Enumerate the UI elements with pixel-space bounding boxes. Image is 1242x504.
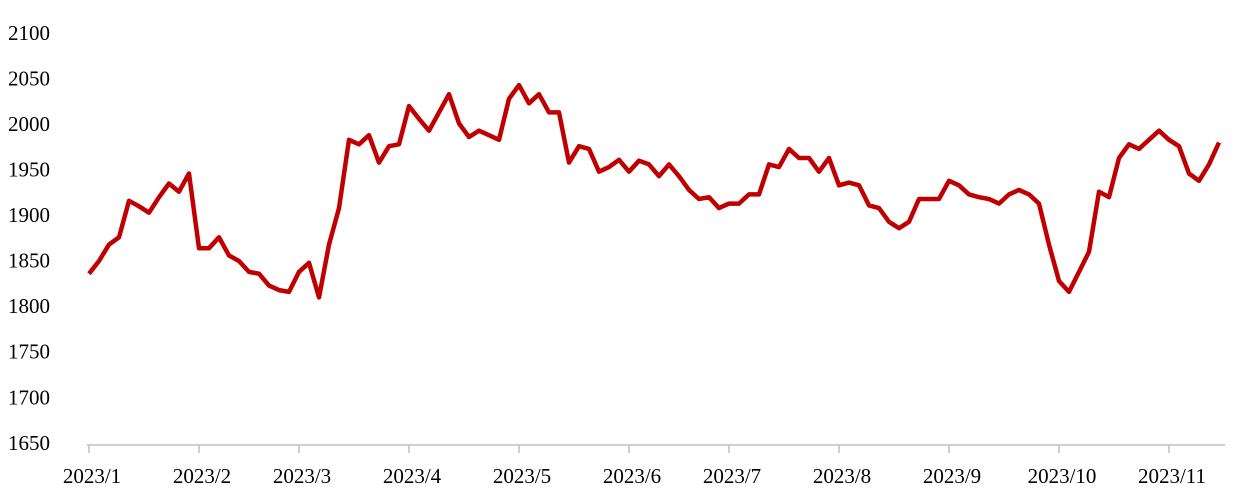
y-tick-label: 2050 [8,66,50,90]
x-tick-label: 2023/7 [703,464,761,488]
y-tick-label: 1800 [8,294,50,318]
y-tick-label: 1850 [8,249,50,273]
x-tick-label: 2023/8 [813,464,871,488]
data-line [87,82,1222,300]
y-tick-label: 2000 [8,112,50,136]
y-tick-label: 1900 [8,203,50,227]
y-tick-label: 1700 [8,385,50,409]
x-tick-label: 2023/9 [923,464,981,488]
x-tick-label: 2023/1 [63,464,121,488]
x-tick-label: 2023/2 [173,464,231,488]
y-tick-label: 1650 [8,431,50,455]
y-tick-label: 2100 [8,21,50,45]
y-tick-label: 1950 [8,157,50,181]
y-tick-label: 1750 [8,340,50,364]
x-tick-label: 2023/11 [1138,464,1206,488]
x-tick-label: 2023/6 [603,464,661,488]
x-tick-label: 2023/4 [383,464,442,488]
x-tick-label: 2023/3 [273,464,331,488]
x-tick-label: 2023/5 [493,464,551,488]
x-tick-label: 2023/10 [1028,464,1097,488]
